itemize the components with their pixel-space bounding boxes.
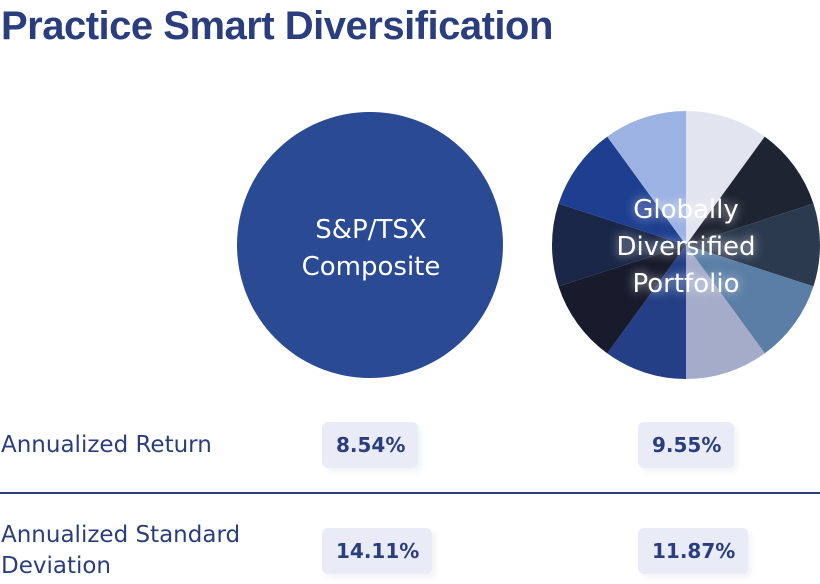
pie-slice bbox=[558, 136, 686, 245]
divider bbox=[0, 492, 820, 494]
pie-slice bbox=[558, 245, 686, 354]
pie-label-line: Portfolio bbox=[632, 269, 740, 299]
pie-slice bbox=[686, 245, 765, 379]
pie-label-line: Composite bbox=[301, 252, 441, 282]
pie-label-line: Globally bbox=[633, 195, 739, 225]
pie-sp-tsx-composite bbox=[237, 112, 503, 378]
pie-slice bbox=[237, 112, 503, 378]
pie-slice bbox=[686, 203, 820, 287]
row-label-line: Deviation bbox=[1, 553, 112, 579]
row-label-line: Annualized Standard bbox=[1, 522, 241, 548]
pie-slice bbox=[686, 111, 765, 245]
pie-label-line: Diversified bbox=[616, 232, 756, 262]
page-title: Practice Smart Diversification bbox=[1, 4, 553, 48]
pie-slice bbox=[552, 203, 686, 287]
pie-label-global: Globally Diversified Portfolio bbox=[552, 192, 820, 303]
pie-charts bbox=[237, 111, 820, 379]
pie-slice bbox=[686, 136, 814, 245]
value-pill-sp-tsx-return: 8.54% bbox=[322, 422, 418, 468]
row-label-annualized-return: Annualized Return bbox=[1, 430, 212, 461]
row-label-line: Annualized Return bbox=[1, 432, 212, 458]
pie-label-sp-tsx: S&P/TSX Composite bbox=[238, 212, 504, 286]
row-label-annualized-std-dev: Annualized Standard Deviation bbox=[1, 520, 240, 582]
pie-slice bbox=[607, 245, 686, 379]
pie-globally-diversified-portfolio bbox=[552, 111, 820, 379]
pie-slice bbox=[607, 111, 686, 245]
value-pill-sp-tsx-stddev: 14.11% bbox=[322, 528, 432, 574]
pie-label-line: S&P/TSX bbox=[315, 215, 427, 245]
value-pill-global-stddev: 11.87% bbox=[638, 528, 748, 574]
pie-slice bbox=[686, 245, 814, 354]
value-pill-global-return: 9.55% bbox=[638, 422, 734, 468]
